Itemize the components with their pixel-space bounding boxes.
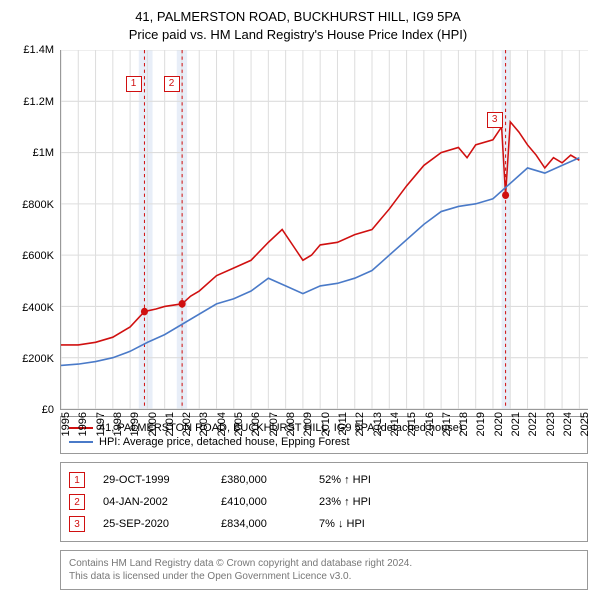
event-date: 29-OCT-1999 bbox=[103, 474, 203, 486]
x-tick-label: 1996 bbox=[77, 412, 89, 436]
y-tick-label: £1.4M bbox=[23, 44, 54, 56]
y-tick-label: £800K bbox=[22, 199, 54, 211]
x-tick-label: 2012 bbox=[354, 412, 366, 436]
x-tick-label: 2018 bbox=[458, 412, 470, 436]
x-tick-label: 2024 bbox=[562, 412, 574, 436]
title-block: 41, PALMERSTON ROAD, BUCKHURST HILL, IG9… bbox=[8, 8, 588, 44]
x-tick-label: 1997 bbox=[95, 412, 107, 436]
chart-container: 41, PALMERSTON ROAD, BUCKHURST HILL, IG9… bbox=[0, 0, 600, 590]
footer-line1: Contains HM Land Registry data © Crown c… bbox=[69, 557, 579, 570]
event-price: £410,000 bbox=[221, 496, 301, 508]
x-tick-label: 2006 bbox=[250, 412, 262, 436]
x-tick-label: 2017 bbox=[441, 412, 453, 436]
x-tick-label: 2010 bbox=[320, 412, 332, 436]
event-marker: 2 bbox=[69, 494, 85, 510]
event-marker-3: 3 bbox=[487, 112, 503, 128]
x-tick-label: 2004 bbox=[216, 412, 228, 436]
chart-area: £0£200K£400K£600K£800K£1M£1.2M£1.4M 123 bbox=[8, 50, 588, 410]
x-tick-label: 2008 bbox=[285, 412, 297, 436]
x-tick-label: 2014 bbox=[389, 412, 401, 436]
title-subtitle: Price paid vs. HM Land Registry's House … bbox=[8, 26, 588, 44]
x-tick-label: 2000 bbox=[147, 412, 159, 436]
event-pct: 52% ↑ HPI bbox=[319, 474, 409, 486]
x-tick-label: 2011 bbox=[337, 412, 349, 436]
event-row: 3 25-SEP-2020 £834,000 7% ↓ HPI bbox=[69, 513, 579, 535]
legend-row: HPI: Average price, detached house, Eppi… bbox=[69, 435, 579, 449]
x-tick-label: 1995 bbox=[60, 412, 72, 436]
x-tick-label: 2020 bbox=[493, 412, 505, 436]
event-marker-2: 2 bbox=[164, 76, 180, 92]
legend-label: HPI: Average price, detached house, Eppi… bbox=[99, 436, 350, 448]
x-tick-label: 2019 bbox=[475, 412, 487, 436]
x-tick-label: 2023 bbox=[545, 412, 557, 436]
y-tick-label: £600K bbox=[22, 250, 54, 262]
y-tick-label: £0 bbox=[42, 404, 54, 416]
events-box: 1 29-OCT-1999 £380,000 52% ↑ HPI 2 04-JAN-200… bbox=[60, 462, 588, 542]
y-tick-label: £1.2M bbox=[23, 96, 54, 108]
x-tick-label: 2021 bbox=[510, 412, 522, 436]
legend-swatch bbox=[69, 441, 93, 443]
event-date: 25-SEP-2020 bbox=[103, 518, 203, 530]
event-pct: 7% ↓ HPI bbox=[319, 518, 409, 530]
event-pct: 23% ↑ HPI bbox=[319, 496, 409, 508]
x-tick-label: 2007 bbox=[268, 412, 280, 436]
x-tick-label: 2015 bbox=[406, 412, 418, 436]
event-price: £834,000 bbox=[221, 518, 301, 530]
x-tick-label: 2022 bbox=[527, 412, 539, 436]
x-tick-label: 2005 bbox=[233, 412, 245, 436]
title-address: 41, PALMERSTON ROAD, BUCKHURST HILL, IG9… bbox=[8, 8, 588, 26]
event-marker-1: 1 bbox=[126, 76, 142, 92]
event-marker: 1 bbox=[69, 472, 85, 488]
x-tick-label: 2002 bbox=[181, 412, 193, 436]
y-tick-label: £1M bbox=[33, 147, 54, 159]
x-tick-label: 2003 bbox=[198, 412, 210, 436]
footer-box: Contains HM Land Registry data © Crown c… bbox=[60, 550, 588, 590]
event-row: 1 29-OCT-1999 £380,000 52% ↑ HPI bbox=[69, 469, 579, 491]
x-tick-label: 2016 bbox=[424, 412, 436, 436]
plot-region: 1 2 3 bbox=[60, 50, 588, 410]
x-tick-label: 2025 bbox=[579, 412, 591, 436]
footer-line2: This data is licensed under the Open Gov… bbox=[69, 570, 579, 583]
event-marker: 3 bbox=[69, 516, 85, 532]
x-tick-label: 2001 bbox=[164, 412, 176, 436]
event-date: 04-JAN-2002 bbox=[103, 496, 203, 508]
x-tick-label: 2009 bbox=[302, 412, 314, 436]
event-row: 2 04-JAN-2002 £410,000 23% ↑ HPI bbox=[69, 491, 579, 513]
x-tick-label: 1998 bbox=[112, 412, 124, 436]
y-tick-label: £400K bbox=[22, 302, 54, 314]
event-price: £380,000 bbox=[221, 474, 301, 486]
x-tick-label: 2013 bbox=[372, 412, 384, 436]
y-axis: £0£200K£400K£600K£800K£1M£1.2M£1.4M bbox=[8, 50, 60, 410]
y-tick-label: £200K bbox=[22, 353, 54, 365]
x-tick-label: 1999 bbox=[129, 412, 141, 436]
